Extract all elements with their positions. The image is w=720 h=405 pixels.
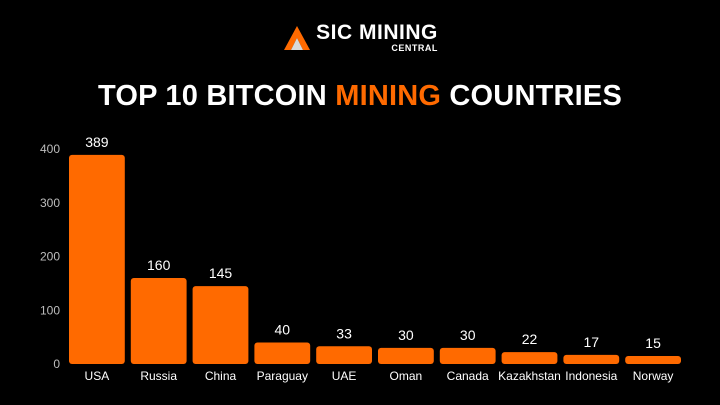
- y-tick-label: 300: [40, 196, 60, 210]
- y-tick-label: 400: [40, 142, 60, 156]
- x-tick-label-kazakhstan: Kazakhstan: [498, 369, 561, 383]
- data-label-kazakhstan: 22: [522, 331, 538, 347]
- data-label-paraguay: 40: [275, 322, 291, 338]
- x-tick-label-norway: Norway: [633, 369, 674, 383]
- title-part-2: COUNTRIES: [441, 80, 622, 112]
- data-label-indonesia: 17: [584, 334, 600, 350]
- data-label-oman: 30: [398, 327, 414, 343]
- bar-indonesia: [563, 354, 620, 364]
- bar-china: [192, 286, 249, 364]
- x-tick-label-uae: UAE: [332, 369, 357, 383]
- title-part-1: TOP 10 BITCOIN: [98, 80, 336, 112]
- brand-subname: CENTRAL: [391, 43, 438, 53]
- bar-usa: [69, 154, 125, 364]
- bar-paraguay: [254, 342, 311, 364]
- x-tick-label-canada: Canada: [447, 369, 489, 383]
- x-tick-label-china: China: [205, 369, 237, 383]
- bar-oman: [378, 347, 434, 364]
- bar-kazakhstan: [501, 352, 558, 364]
- x-tick-label-usa: USA: [85, 369, 110, 383]
- pickaxe-triangle-icon: [284, 25, 311, 50]
- bar-norway: [625, 355, 681, 364]
- title-accent: MINING: [335, 80, 442, 112]
- data-label-china: 145: [209, 265, 233, 281]
- brand-logo: SIC MINING CENTRAL: [0, 22, 720, 53]
- y-tick-label: 0: [53, 357, 60, 371]
- data-label-uae: 33: [336, 325, 352, 341]
- bar-uae: [316, 346, 372, 364]
- brand-name: SIC MINING: [316, 21, 438, 44]
- y-tick-label: 200: [40, 250, 60, 264]
- data-label-norway: 15: [645, 335, 661, 351]
- data-label-russia: 160: [147, 257, 171, 273]
- x-tick-label-indonesia: Indonesia: [565, 369, 617, 383]
- x-tick-label-oman: Oman: [390, 369, 423, 383]
- data-label-usa: 389: [85, 134, 109, 150]
- y-tick-label: 100: [40, 303, 60, 317]
- x-tick-label-paraguay: Paraguay: [257, 369, 308, 383]
- chart-title: TOP 10 BITCOIN MINING COUNTRIES: [0, 80, 720, 113]
- data-label-canada: 30: [460, 327, 476, 343]
- x-tick-label-russia: Russia: [140, 369, 177, 383]
- bar-canada: [439, 347, 496, 364]
- bar-russia: [130, 278, 187, 364]
